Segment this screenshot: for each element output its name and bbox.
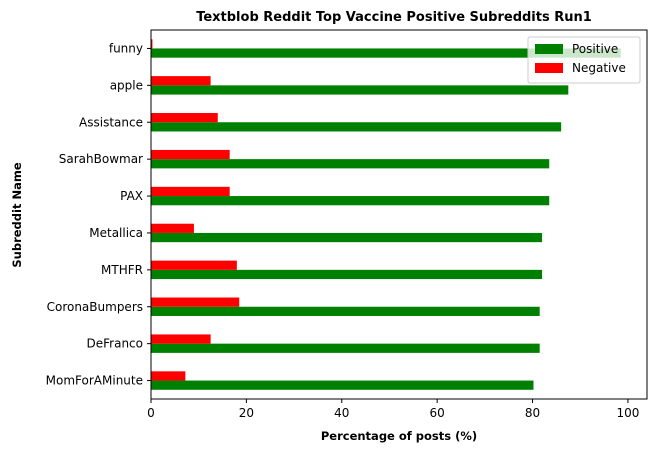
legend: Positive Negative <box>527 36 641 84</box>
bar-positive-metallica <box>151 232 543 243</box>
legend-label-negative: Negative <box>572 61 626 75</box>
axis-ticks: funny apple Assistance SarahBowmar PAX Metall… <box>46 41 640 420</box>
y-tick-label: SarahBowmar <box>59 152 143 166</box>
bar-negative-defranco <box>151 334 211 344</box>
y-tick-label: MomForAMinute <box>46 374 143 388</box>
bar-negative-funny <box>151 39 153 49</box>
bar-positive-coronabumpers <box>151 306 540 316</box>
y-tick-label: DeFranco <box>87 337 143 351</box>
y-tick-label: Metallica <box>89 226 143 240</box>
x-tick-label: 60 <box>430 406 445 420</box>
x-tick-label: 0 <box>147 406 155 420</box>
bar-positive-mthfr <box>151 269 543 280</box>
bar-negative-momforaminute <box>151 371 186 381</box>
y-tick-label: apple <box>110 78 143 92</box>
bar-negative-sarahbowmar <box>151 149 230 160</box>
x-tick-label: 100 <box>616 406 639 420</box>
bar-positive-apple <box>151 85 569 95</box>
legend-swatch-positive <box>535 44 563 54</box>
bar-positive-pax <box>151 196 550 206</box>
legend-label-positive: Positive <box>572 42 618 56</box>
plot-frame <box>150 29 648 400</box>
bar-negative-apple <box>151 76 211 86</box>
bar-negative-pax <box>151 186 230 197</box>
bar-positive-funny <box>151 48 621 58</box>
y-tick-label: PAX <box>120 189 143 203</box>
bars <box>151 39 621 390</box>
y-axis-label: Subreddit Name <box>10 162 24 267</box>
bar-negative-assistance <box>151 113 218 123</box>
x-tick-label: 80 <box>525 406 540 420</box>
bar-positive-assistance <box>151 122 562 132</box>
y-tick-label: CoronaBumpers <box>47 300 143 314</box>
x-tick-label: 20 <box>239 406 254 420</box>
bar-negative-coronabumpers <box>151 297 240 307</box>
y-tick-label: MTHFR <box>101 263 143 277</box>
x-axis-label: Percentage of posts (%) <box>321 429 477 443</box>
y-tick-label: Assistance <box>79 115 143 129</box>
bar-negative-metallica <box>151 223 194 233</box>
chart-title: Textblob Reddit Top Vaccine Positive Sub… <box>196 10 592 25</box>
y-tick-label: funny <box>109 41 143 55</box>
bar-positive-sarahbowmar <box>151 159 550 169</box>
bar-negative-mthfr <box>151 260 237 270</box>
legend-swatch-negative <box>535 63 563 73</box>
bar-positive-momforaminute <box>151 380 534 390</box>
x-tick-label: 40 <box>334 406 349 420</box>
bar-positive-defranco <box>151 343 540 353</box>
